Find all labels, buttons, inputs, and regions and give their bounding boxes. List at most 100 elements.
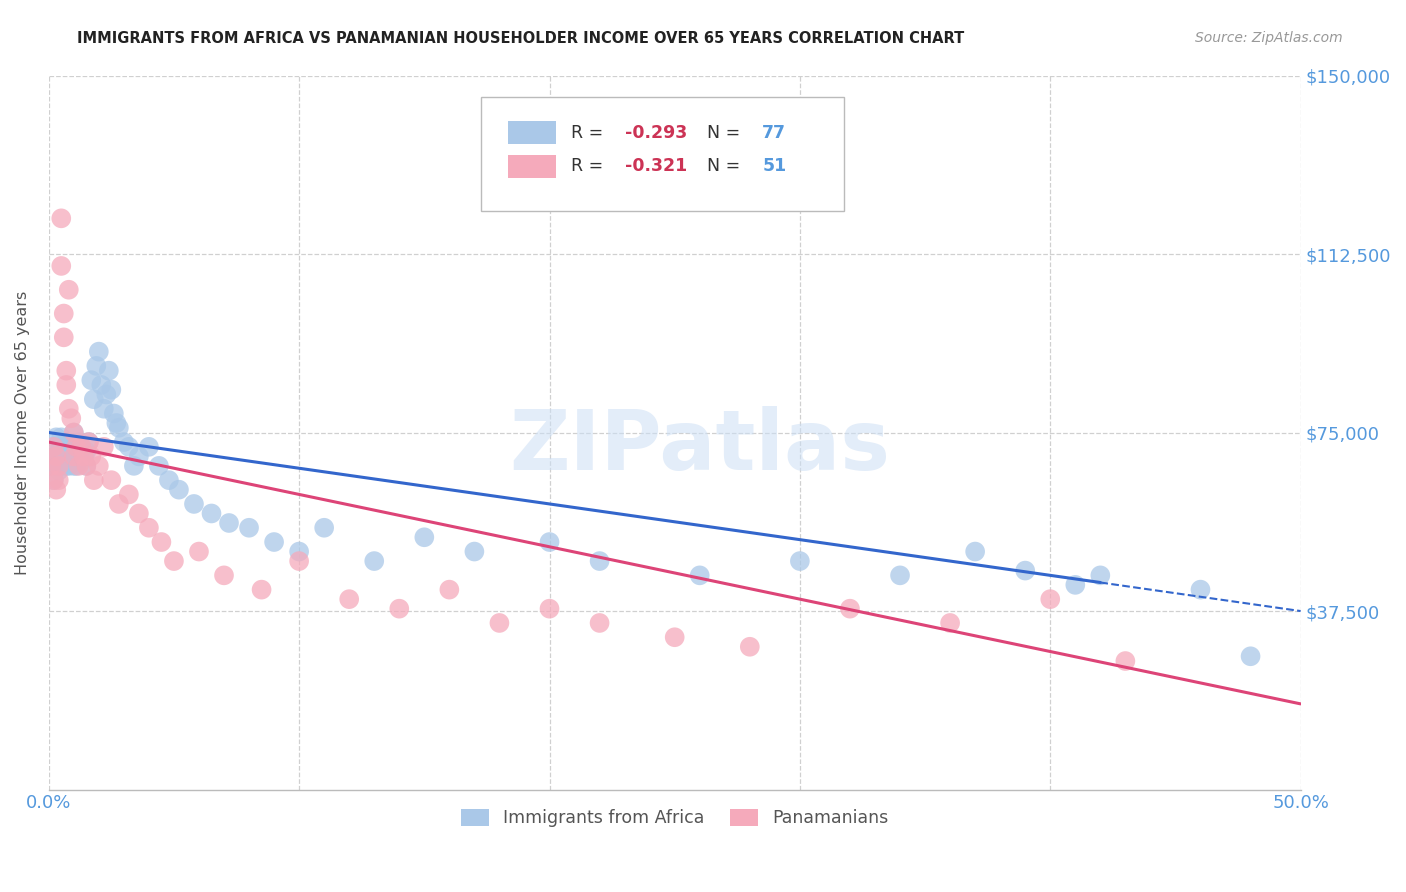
Point	[51, 458, 73, 473]
Point	[118, 487, 141, 501]
Point	[90, 378, 112, 392]
Point	[112, 435, 135, 450]
Point	[1014, 564, 1036, 578]
Point	[48, 444, 70, 458]
Point	[413, 530, 436, 544]
Point	[73, 450, 96, 464]
Point	[58, 401, 80, 416]
Point	[314, 521, 336, 535]
Text: N =: N =	[696, 124, 745, 142]
Point	[200, 507, 222, 521]
Point	[55, 435, 77, 450]
Point	[45, 430, 67, 444]
Text: 51: 51	[762, 157, 786, 175]
Point	[664, 630, 686, 644]
Point	[58, 458, 80, 473]
Point	[1064, 578, 1087, 592]
Point	[463, 544, 485, 558]
Text: IMMIGRANTS FROM AFRICA VS PANAMANIAN HOUSEHOLDER INCOME OVER 65 YEARS CORRELATIO: IMMIGRANTS FROM AFRICA VS PANAMANIAN HOU…	[77, 31, 965, 46]
Point	[1239, 649, 1261, 664]
Point	[39, 458, 62, 473]
Point	[100, 473, 122, 487]
Legend: Immigrants from Africa, Panamanians: Immigrants from Africa, Panamanians	[454, 802, 896, 834]
Point	[538, 535, 561, 549]
Point	[588, 615, 610, 630]
Point	[80, 373, 103, 387]
Point	[55, 440, 77, 454]
Point	[87, 344, 110, 359]
Point	[87, 458, 110, 473]
Point	[167, 483, 190, 497]
Point	[157, 473, 180, 487]
Point	[55, 364, 77, 378]
Point	[62, 425, 84, 440]
Point	[45, 450, 67, 464]
Point	[67, 458, 90, 473]
Point	[1189, 582, 1212, 597]
Text: R =: R =	[571, 157, 609, 175]
Point	[52, 454, 75, 468]
Point	[105, 416, 128, 430]
Point	[263, 535, 285, 549]
Point	[48, 454, 70, 468]
FancyBboxPatch shape	[481, 97, 844, 211]
Point	[42, 440, 65, 454]
Point	[388, 601, 411, 615]
Point	[148, 458, 170, 473]
Point	[55, 378, 77, 392]
Point	[65, 440, 87, 454]
Point	[42, 473, 65, 487]
Point	[138, 440, 160, 454]
Point	[965, 544, 987, 558]
Point	[83, 473, 105, 487]
Point	[45, 458, 67, 473]
Point	[65, 458, 87, 473]
Point	[122, 458, 145, 473]
Point	[103, 407, 125, 421]
Point	[889, 568, 911, 582]
Point	[75, 444, 97, 458]
Point	[60, 411, 83, 425]
Point	[689, 568, 711, 582]
Point	[288, 544, 311, 558]
Point	[73, 450, 96, 464]
Point	[337, 592, 360, 607]
Point	[51, 259, 73, 273]
Point	[51, 430, 73, 444]
Point	[100, 383, 122, 397]
Point	[42, 440, 65, 454]
Point	[58, 450, 80, 464]
Point	[67, 435, 90, 450]
Point	[108, 497, 131, 511]
Point	[70, 454, 93, 468]
Point	[138, 521, 160, 535]
Point	[212, 568, 235, 582]
Point	[62, 450, 84, 464]
Point	[48, 464, 70, 478]
Point	[488, 615, 510, 630]
Text: N =: N =	[696, 157, 745, 175]
Point	[238, 521, 260, 535]
Point	[150, 535, 173, 549]
Point	[1090, 568, 1112, 582]
Point	[60, 444, 83, 458]
Point	[80, 450, 103, 464]
Point	[97, 364, 120, 378]
Point	[188, 544, 211, 558]
Point	[163, 554, 186, 568]
Point	[96, 387, 118, 401]
Point	[118, 440, 141, 454]
Point	[51, 440, 73, 454]
Point	[939, 615, 962, 630]
Point	[538, 601, 561, 615]
Point	[588, 554, 610, 568]
FancyBboxPatch shape	[508, 155, 555, 178]
Point	[55, 458, 77, 473]
Point	[1114, 654, 1136, 668]
Point	[52, 444, 75, 458]
Point	[45, 483, 67, 497]
Text: ZIPatlas: ZIPatlas	[509, 407, 890, 487]
Point	[67, 444, 90, 458]
Point	[75, 458, 97, 473]
Text: -0.293: -0.293	[624, 124, 688, 142]
